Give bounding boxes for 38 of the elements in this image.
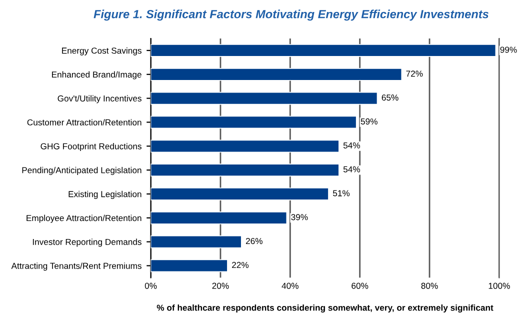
y-tick-label: Investor Reporting Demands [32, 238, 142, 247]
x-tick-label: 100% [488, 282, 510, 289]
bar [150, 211, 288, 224]
bar [150, 164, 340, 176]
y-tick-label: Enhanced Brand/Image [52, 71, 142, 80]
bar [150, 140, 340, 153]
data-label: 22% [232, 262, 249, 268]
x-tick-label: 40% [282, 282, 298, 289]
y-tick-label: Pending/Anticipated Legislation [22, 166, 142, 175]
data-label: 72% [406, 70, 423, 77]
x-tick-label: 20% [212, 282, 229, 289]
bar [150, 235, 242, 248]
bar [150, 68, 402, 81]
bar [150, 188, 329, 200]
chart-title: Figure 1. Significant Factors Motivating Energy Efficiency Investments [94, 10, 488, 21]
bar [150, 116, 357, 129]
x-tick-label: 60% [352, 282, 368, 289]
x-axis-title: % of healthcare respondents considering somewhat, very, or extremely significant [156, 304, 494, 313]
bar [150, 92, 378, 105]
y-tick-label: Customer Attraction/Retention [27, 119, 142, 126]
x-tick-label: 80% [421, 282, 438, 289]
data-label: 51% [332, 190, 350, 196]
data-label: 65% [382, 94, 398, 101]
y-tick-label: Energy Cost Savings [62, 47, 142, 56]
data-label: 26% [246, 238, 262, 244]
y-tick-label: Gov't/Utility Incentives [58, 95, 142, 104]
data-label: 54% [343, 142, 360, 148]
bar [150, 259, 228, 272]
data-label: 99% [500, 46, 517, 53]
bar [150, 44, 496, 57]
data-label: 39% [291, 214, 308, 220]
x-tick-label: 0% [144, 282, 157, 289]
data-label: 54% [343, 166, 360, 172]
data-label: 59% [360, 118, 378, 125]
y-tick-label: Employee Attraction/Retention [26, 214, 142, 223]
y-tick-label: GHG Footprint Reductions [40, 143, 142, 152]
y-tick-label: Existing Legislation [68, 190, 142, 199]
y-tick-label: Attracting Tenants/Rent Premiums [11, 262, 142, 271]
